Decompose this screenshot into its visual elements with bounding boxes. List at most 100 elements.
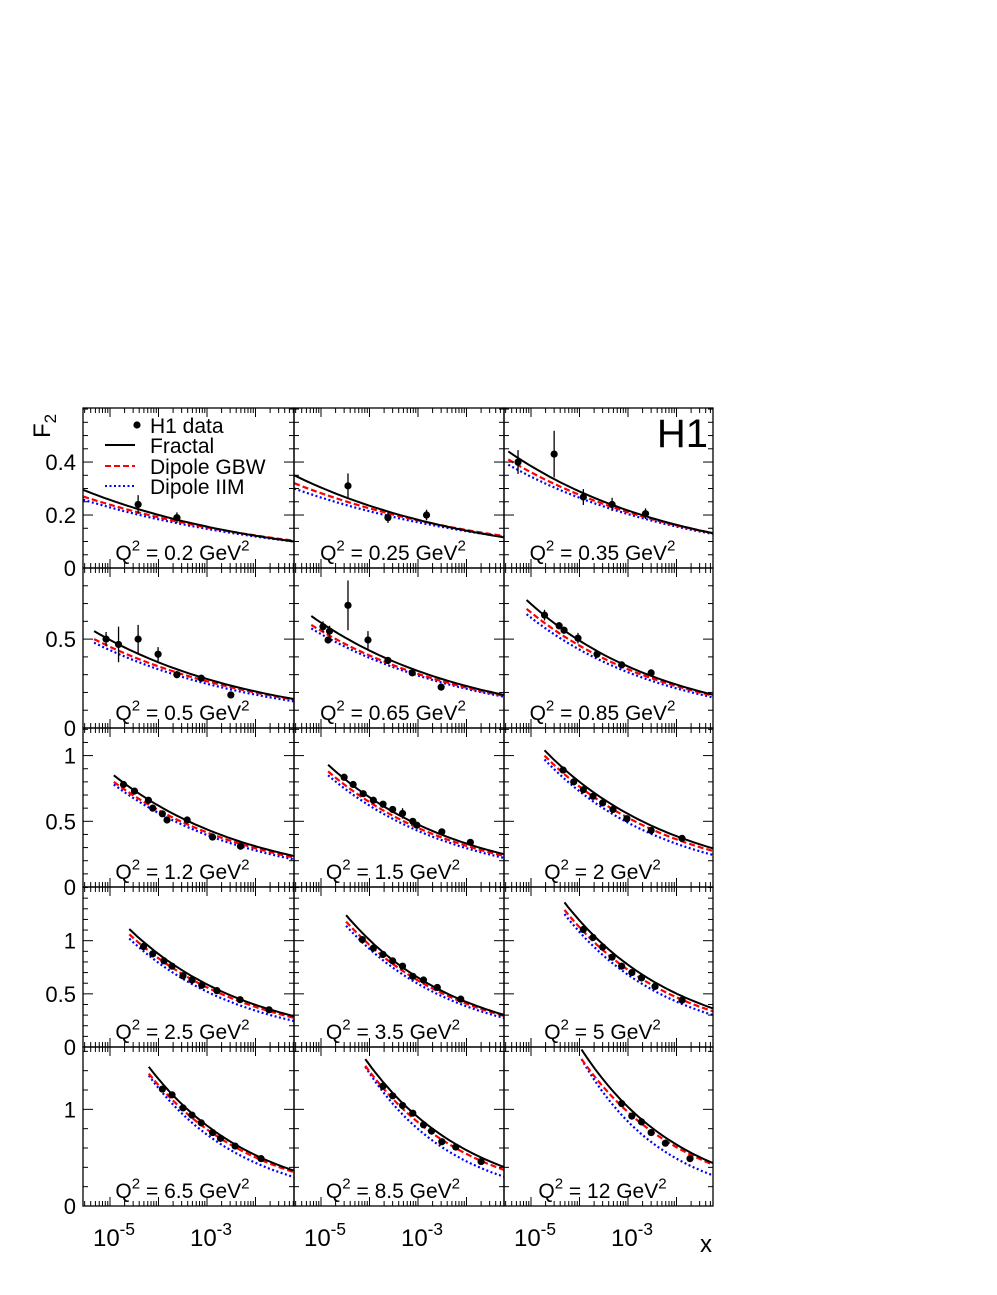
legend-entry-dipole-gbw: Dipole GBW	[105, 456, 266, 479]
h1-data-point	[179, 1104, 187, 1112]
h1-data-point	[409, 972, 417, 980]
q2-panel-label: Q2 = 2.5 GeV2	[115, 1017, 249, 1044]
legend-entry-dipole-iim: Dipole IIM	[105, 476, 245, 499]
h1-data-point	[344, 601, 352, 609]
gbw-curve-panel-2	[294, 482, 504, 538]
h1-data-point	[540, 611, 549, 619]
y-axis-title: F2	[29, 414, 60, 438]
h1-data-point	[422, 511, 431, 519]
fractal-curve-panel-3	[507, 450, 713, 535]
gbw-curve-panel-6	[525, 608, 713, 697]
h1-data-point	[641, 510, 650, 518]
h1-data-point	[344, 482, 352, 490]
h1-data-point	[340, 773, 348, 781]
y-tick-label: 1	[64, 1097, 76, 1122]
legend-marker	[133, 421, 141, 429]
x-tick-label: 10-3	[611, 1219, 653, 1252]
fractal-curve-panel-10	[128, 928, 294, 1018]
q2-panel-label: Q2 = 8.5 GeV2	[326, 1176, 460, 1203]
y-tick-label: 0	[64, 1194, 76, 1219]
h1-data-point	[647, 669, 655, 677]
legend-label: Dipole IIM	[150, 476, 245, 499]
h1-data-point	[134, 635, 142, 643]
fractal-curve-panel-14	[364, 1058, 504, 1169]
x-tick-label: 10-5	[93, 1219, 135, 1252]
q2-panel-label: Q2 = 6.5 GeV2	[115, 1176, 249, 1203]
legend-label: Fractal	[150, 435, 214, 458]
h1-data-point	[139, 942, 148, 951]
iim-curve-panel-4	[93, 641, 294, 703]
h1-data-point	[560, 626, 568, 634]
iim-curve-panel-10	[128, 937, 294, 1023]
h1-data-point	[173, 514, 181, 522]
y-tick-label: 0.5	[45, 982, 76, 1007]
gbw-curve-panel-13	[147, 1072, 294, 1174]
gbw-curve-panel-11	[345, 920, 504, 1018]
h1-data-point	[213, 987, 221, 995]
h1-data-point	[208, 1128, 217, 1137]
h1-data-point	[179, 972, 187, 980]
gbw-curve-panel-12	[563, 909, 713, 1013]
y-tick-label: 1	[64, 929, 76, 954]
h1-data-point	[637, 974, 646, 982]
h1-data-point	[419, 1121, 428, 1129]
h1-data-point	[579, 925, 587, 934]
h1-data-point	[236, 842, 245, 850]
fractal-curve-panel-5	[310, 615, 504, 696]
h1-data-point	[364, 636, 372, 644]
q2-panel-label: Q2 = 3.5 GeV2	[326, 1017, 460, 1044]
h1-data-point	[570, 778, 578, 786]
h1-data-point	[325, 627, 334, 635]
fractal-curve-panel-4	[93, 630, 294, 700]
h1-data-point	[144, 796, 153, 804]
h1-data-point	[579, 786, 587, 794]
h1-data-point	[398, 809, 407, 818]
q2-panel-label: Q2 = 2 GeV2	[544, 857, 661, 884]
fractal-curve-panel-8	[327, 764, 504, 856]
q2-panel-label: Q2 = 1.2 GeV2	[115, 857, 249, 884]
h1-data-point	[158, 810, 166, 818]
fractal-curve-panel-7	[113, 774, 294, 857]
iim-curve-panel-11	[345, 925, 504, 1020]
h1-data-point	[647, 1128, 655, 1137]
h1-data-point	[457, 995, 465, 1003]
h1-data-point	[413, 821, 421, 829]
gbw-curve-panel-9	[543, 754, 713, 853]
h1-data-point	[623, 815, 631, 823]
legend-entry-fractal: Fractal	[105, 435, 214, 458]
h1-data-point	[408, 669, 416, 677]
y-tick-label: 0.2	[45, 503, 76, 528]
h1-data-point	[208, 833, 217, 841]
h1-data-point	[119, 780, 128, 789]
h1-data-point	[618, 661, 626, 669]
h1-data-point	[466, 838, 474, 846]
h1-data-point	[168, 962, 176, 970]
q2-panel-label: Q2 = 1.5 GeV2	[326, 857, 460, 884]
h1-data-point	[593, 650, 601, 658]
fractal-curve-panel-6	[525, 599, 713, 696]
h1-data-point	[102, 635, 110, 643]
fractal-curve-panel-1	[83, 488, 294, 543]
h1-data-point	[197, 674, 205, 682]
h1-data-point	[236, 996, 244, 1004]
iim-curve-panel-13	[147, 1074, 294, 1179]
h1-data-point	[452, 1143, 460, 1151]
gbw-curve-panel-4	[93, 638, 294, 701]
h1-data-point	[618, 962, 626, 970]
h1-data-point	[134, 500, 142, 509]
h1-data-point	[257, 1155, 265, 1163]
h1-data-point	[168, 1091, 176, 1099]
fractal-curve-panel-15	[580, 1048, 713, 1165]
h1-data-point	[188, 976, 196, 984]
iim-curve-panel-7	[113, 783, 294, 861]
fractal-curve-panel-9	[543, 749, 713, 850]
fractal-curve-panel-2	[294, 474, 504, 539]
h1-data-point	[389, 957, 397, 965]
h1-data-point	[173, 671, 181, 679]
y-tick-label: 0	[64, 875, 76, 900]
h1-data-point	[437, 683, 445, 691]
h1-data-point	[618, 1099, 626, 1108]
h1-data-point	[427, 1127, 436, 1135]
